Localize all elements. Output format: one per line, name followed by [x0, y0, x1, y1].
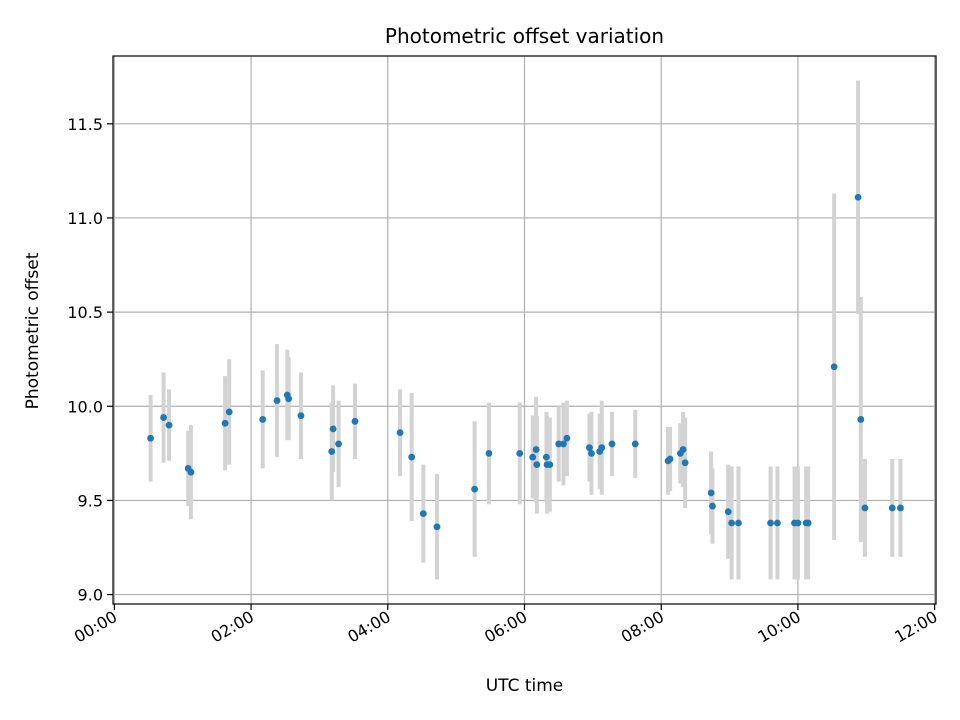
data-point [516, 449, 524, 457]
data-point [433, 523, 441, 531]
data-point [328, 448, 336, 455]
x-axis-label: UTC time [486, 676, 564, 696]
data-point [396, 429, 404, 437]
chart-title: Photometric offset variation [385, 24, 664, 48]
data-point [471, 485, 479, 493]
data-point [728, 519, 736, 527]
data-point [187, 468, 195, 476]
data-point [707, 489, 715, 497]
y-tick-label: 10.0 [67, 397, 103, 416]
y-tick-label: 11.5 [67, 115, 103, 134]
data-point [273, 397, 281, 405]
data-point [221, 419, 229, 427]
data-point [857, 416, 865, 423]
data-point [586, 444, 593, 452]
data-point [485, 449, 493, 457]
data-point [861, 504, 869, 512]
data-point [588, 449, 595, 457]
data-point [724, 508, 732, 516]
data-point [608, 440, 616, 448]
data-point [563, 434, 571, 442]
data-point [804, 519, 812, 527]
data-point [631, 440, 639, 448]
data-point [165, 421, 173, 429]
data-point [830, 363, 838, 371]
data-point [419, 510, 427, 518]
data-point [408, 453, 416, 461]
data-point [160, 414, 167, 421]
data-point [897, 504, 904, 512]
y-tick-label: 10.5 [67, 303, 103, 322]
data-point [681, 459, 689, 467]
data-point [735, 519, 742, 527]
data-point [546, 461, 554, 469]
data-point [329, 425, 337, 433]
data-points [147, 193, 904, 531]
data-point [147, 434, 154, 442]
data-point [679, 446, 687, 453]
data-point [542, 453, 550, 461]
data-point [598, 444, 606, 452]
data-point [767, 519, 774, 527]
data-point [351, 417, 359, 425]
data-point [297, 412, 305, 420]
data-point [854, 193, 862, 201]
data-point [555, 440, 563, 448]
data-point [259, 416, 267, 423]
data-point [560, 440, 567, 448]
data-point [225, 408, 233, 416]
y-tick-label: 11.0 [67, 209, 103, 228]
data-point [285, 395, 293, 403]
data-point [666, 455, 674, 463]
data-point [529, 453, 537, 461]
y-axis-label: Photometric offset [23, 252, 43, 409]
grid [113, 56, 936, 604]
data-point [794, 519, 802, 527]
data-point [888, 504, 896, 512]
data-point [335, 440, 342, 448]
data-point [533, 461, 541, 469]
data-point [709, 502, 716, 510]
data-point [532, 446, 540, 453]
y-tick-label: 9.5 [78, 491, 103, 510]
y-tick-label: 9.0 [78, 586, 103, 605]
data-point [774, 519, 781, 527]
